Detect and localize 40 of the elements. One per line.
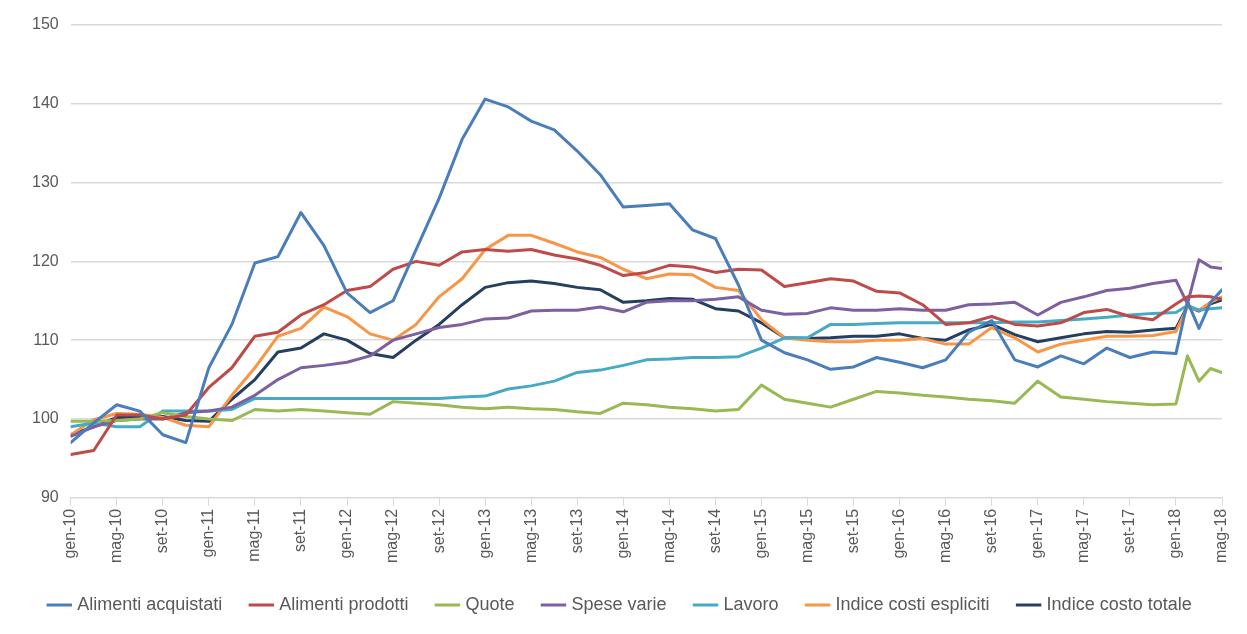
y-tick-label: 120 — [31, 251, 59, 269]
y-tick-label: 90 — [40, 488, 59, 506]
legend-label: Spese varie — [571, 593, 667, 614]
x-tick-label: gen-17 — [1028, 508, 1046, 559]
x-tick-label: mag-11 — [245, 508, 263, 562]
x-tick-label: mag-17 — [1074, 508, 1092, 563]
x-tick-label: mag-15 — [797, 508, 815, 563]
y-tick-label: 110 — [33, 330, 59, 348]
x-tick-label: gen-11 — [199, 508, 217, 558]
x-tick-label: gen-15 — [751, 508, 769, 559]
y-tick-label: 130 — [31, 172, 59, 190]
x-tick-label: gen-16 — [890, 508, 908, 559]
legend-label: Alimenti prodotti — [279, 593, 409, 614]
x-tick-label: set-15 — [843, 508, 861, 554]
legend-label: Indice costo totale — [1046, 593, 1192, 614]
x-tick-label: mag-16 — [936, 508, 954, 563]
y-tick-label: 150 — [31, 15, 59, 33]
x-tick-label: set-17 — [1120, 508, 1138, 554]
legend-label: Lavoro — [723, 593, 779, 614]
x-tick-label: gen-10 — [61, 508, 79, 559]
x-tick-label: set-16 — [982, 508, 1000, 554]
x-tick-label: mag-14 — [659, 508, 677, 563]
x-tick-label: gen-14 — [613, 508, 631, 559]
x-tick-label: set-14 — [705, 508, 723, 554]
x-tick-label: set-11 — [291, 508, 309, 553]
x-tick-label: mag-13 — [521, 508, 539, 563]
legend-label: Indice costi espliciti — [835, 593, 990, 614]
y-tick-label: 140 — [31, 94, 59, 112]
x-tick-label: gen-12 — [337, 508, 355, 559]
x-tick-label: mag-18 — [1212, 508, 1230, 563]
x-tick-label: gen-13 — [475, 508, 493, 559]
legend-label: Alimenti acquistati — [77, 593, 223, 614]
x-tick-label: set-13 — [567, 508, 585, 554]
x-tick-label: set-10 — [153, 508, 171, 554]
x-tick-label: set-12 — [429, 508, 447, 554]
x-tick-label: gen-18 — [1166, 508, 1184, 559]
x-tick-label: mag-12 — [383, 508, 401, 563]
y-tick-label: 100 — [31, 409, 59, 427]
x-tick-label: mag-10 — [107, 508, 125, 563]
legend-label: Quote — [465, 593, 515, 614]
